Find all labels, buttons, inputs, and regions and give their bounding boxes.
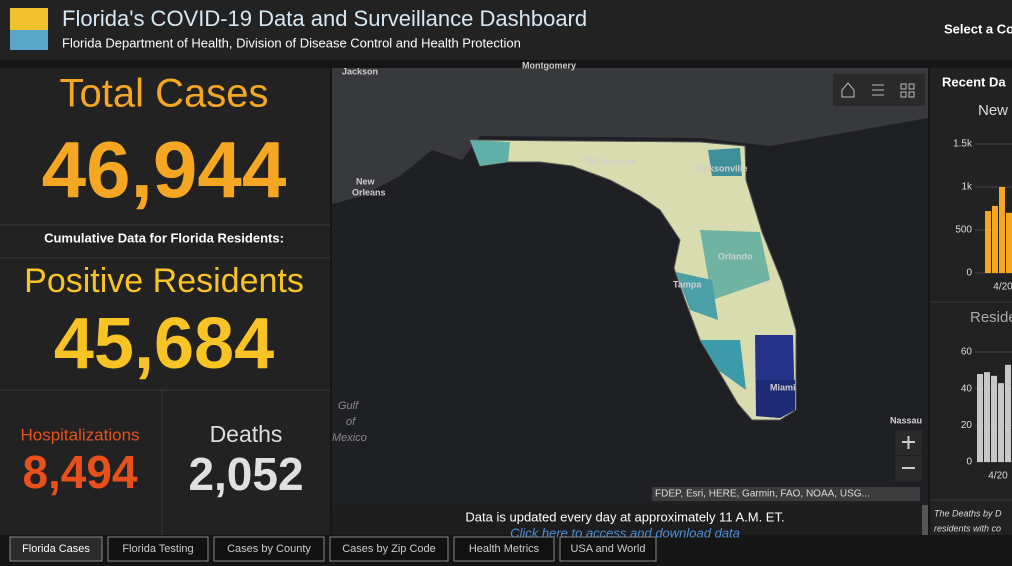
tab[interactable] xyxy=(559,536,657,562)
map-label: Nassau xyxy=(890,415,922,425)
home-button[interactable] xyxy=(841,82,855,98)
map-label: New xyxy=(356,176,376,186)
y-tick-label: 500 xyxy=(955,225,972,236)
tab-label: Florida Cases xyxy=(22,543,90,555)
county xyxy=(700,340,746,390)
map-label: Mexico xyxy=(332,432,367,444)
footnote: The Deaths by D xyxy=(934,508,1002,518)
residents-title: Reside xyxy=(970,309,1012,326)
bar xyxy=(991,375,997,462)
update-note: Data is updated every day at approximate… xyxy=(465,509,784,524)
county xyxy=(676,272,718,320)
tab-label: USA and World xyxy=(570,543,645,555)
y-tick-label: 1k xyxy=(961,182,973,193)
positive-label: Positive Residents xyxy=(24,262,304,300)
legend-button[interactable] xyxy=(872,84,884,96)
side-title: Recent Da xyxy=(942,74,1006,89)
map-label: Jackson xyxy=(342,66,378,76)
positive-value: 45,684 xyxy=(54,304,274,384)
basemap-button[interactable] xyxy=(900,83,915,98)
hosp-label: Hospitalizations xyxy=(20,425,139,444)
y-tick-label: 0 xyxy=(966,457,972,468)
header-subtitle: Florida Department of Health, Division o… xyxy=(62,35,521,50)
county xyxy=(756,380,795,418)
cumulative-note: Cumulative Data for Florida Residents: xyxy=(44,230,284,245)
map-label: Orlando xyxy=(718,251,753,261)
tab[interactable] xyxy=(107,536,209,562)
header xyxy=(0,0,1012,60)
total-label: Total Cases xyxy=(60,72,269,116)
bar xyxy=(1006,212,1012,273)
map-label: Miami xyxy=(770,382,796,392)
bar xyxy=(984,372,990,462)
summary-panel xyxy=(0,68,330,535)
tab-label: Florida Testing xyxy=(122,543,193,555)
deaths-label: Deaths xyxy=(210,421,283,447)
y-tick-label: 0 xyxy=(966,268,972,279)
selector[interactable]: Select a Co xyxy=(944,21,1012,36)
attribution: FDEP, Esri, HERE, Garmin, FAO, NOAA, USG… xyxy=(655,489,870,500)
logo-water xyxy=(10,30,48,50)
bar xyxy=(998,383,1004,462)
map-label: Montgomery xyxy=(522,60,576,70)
attribution-bg xyxy=(652,487,920,501)
bar xyxy=(985,211,991,273)
new-title: New xyxy=(978,102,1008,119)
county xyxy=(708,148,742,176)
tab-label: Cases by Zip Code xyxy=(342,543,436,555)
tab-label: Health Metrics xyxy=(469,543,540,555)
tab-label: Cases by County xyxy=(227,543,311,555)
map-label: Jacksonville xyxy=(694,163,748,173)
header-title: Florida's COVID-19 Data and Surveillance… xyxy=(62,6,587,31)
map-label: Orleans xyxy=(352,187,386,197)
map-label: Tampa xyxy=(673,279,702,289)
y-tick-label: 60 xyxy=(961,347,973,358)
tab[interactable] xyxy=(453,536,555,562)
y-tick-label: 1.5k xyxy=(953,139,973,150)
land xyxy=(332,68,928,204)
tab[interactable] xyxy=(9,536,103,562)
y-tick-label: 20 xyxy=(961,420,973,431)
bar xyxy=(999,187,1005,273)
county xyxy=(470,140,510,166)
x-label: 4/20 xyxy=(993,282,1012,293)
bar xyxy=(1005,364,1011,462)
deaths-value: 2,052 xyxy=(188,448,303,500)
footnote: residents with co xyxy=(934,523,1001,533)
bar xyxy=(977,374,983,462)
bar xyxy=(992,205,998,273)
map-label: Tallahassee xyxy=(586,156,636,166)
tab[interactable] xyxy=(329,536,449,562)
tab-bar: Florida Cases Florida Testing Cases by Cou… xyxy=(9,536,657,562)
scrollbar[interactable] xyxy=(922,505,928,535)
x-label: 4/20 xyxy=(988,471,1008,482)
hosp-value: 8,494 xyxy=(22,446,138,498)
tab[interactable] xyxy=(213,536,325,562)
y-tick-label: 40 xyxy=(961,383,973,394)
map-label: of xyxy=(346,416,356,428)
update-bar xyxy=(332,505,928,535)
county xyxy=(700,230,770,300)
zoom-in-icon xyxy=(902,436,915,449)
map-label: Gulf xyxy=(338,400,359,412)
total-value: 46,944 xyxy=(42,125,287,214)
